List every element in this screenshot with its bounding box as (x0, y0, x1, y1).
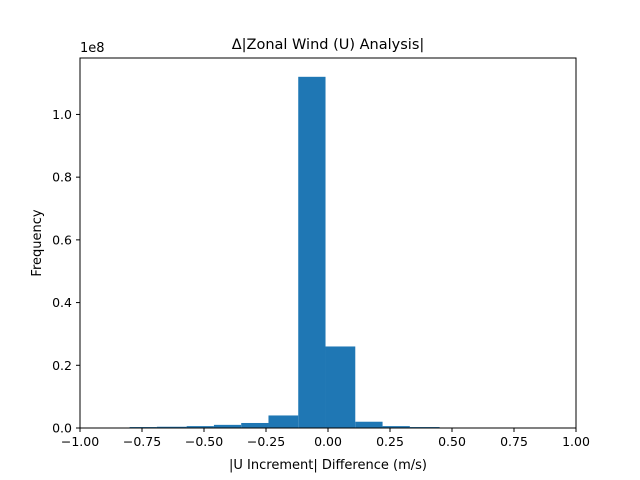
histogram-bar-2 (186, 426, 214, 428)
plot-frame (79, 57, 577, 429)
y-axis-label: Frequency (30, 209, 45, 276)
x-tick-label: −1.00 (61, 434, 99, 449)
x-tick-label: 0.75 (500, 434, 528, 449)
y-tick-label: 1.0 (52, 107, 72, 122)
histogram-bar-7 (325, 346, 356, 428)
histogram-bar-9 (382, 426, 410, 428)
x-tick-label: 0.00 (314, 434, 342, 449)
y-tick-label: 0.8 (52, 170, 72, 185)
x-axis-label: |U Increment| Difference (m/s) (229, 458, 427, 473)
x-tick-label: 0.25 (376, 434, 404, 449)
x-axis-ticks: −1.00 −0.75 −0.50 −0.25 0.00 0.25 0.50 0.75 1.00 (61, 428, 590, 449)
x-tick-label: 1.00 (562, 434, 590, 449)
y-tick-label: 0.4 (52, 295, 72, 310)
x-tick-label: 0.50 (438, 434, 466, 449)
chart-title: Δ|Zonal Wind (U) Analysis| (232, 37, 425, 53)
histogram-bar-6 (298, 76, 326, 428)
y-scale-offset-label: 1e8 (80, 41, 105, 56)
y-tick-label: 0.6 (52, 232, 72, 247)
x-tick-label: −0.50 (185, 434, 223, 449)
x-tick-label: −0.75 (123, 434, 161, 449)
histogram-bar-1 (156, 426, 187, 428)
histogram-bar-5 (268, 415, 299, 428)
histogram-bar-4 (241, 422, 269, 428)
y-axis-ticks: 0.0 0.2 0.4 0.6 0.8 1.0 (52, 107, 80, 436)
bars-group (129, 76, 440, 428)
y-tick-label: 0.0 (52, 421, 72, 436)
histogram-bar-3 (213, 424, 242, 428)
x-tick-label: −0.25 (247, 434, 285, 449)
histogram-bar-8 (355, 421, 383, 428)
y-tick-label: 0.2 (52, 358, 72, 373)
